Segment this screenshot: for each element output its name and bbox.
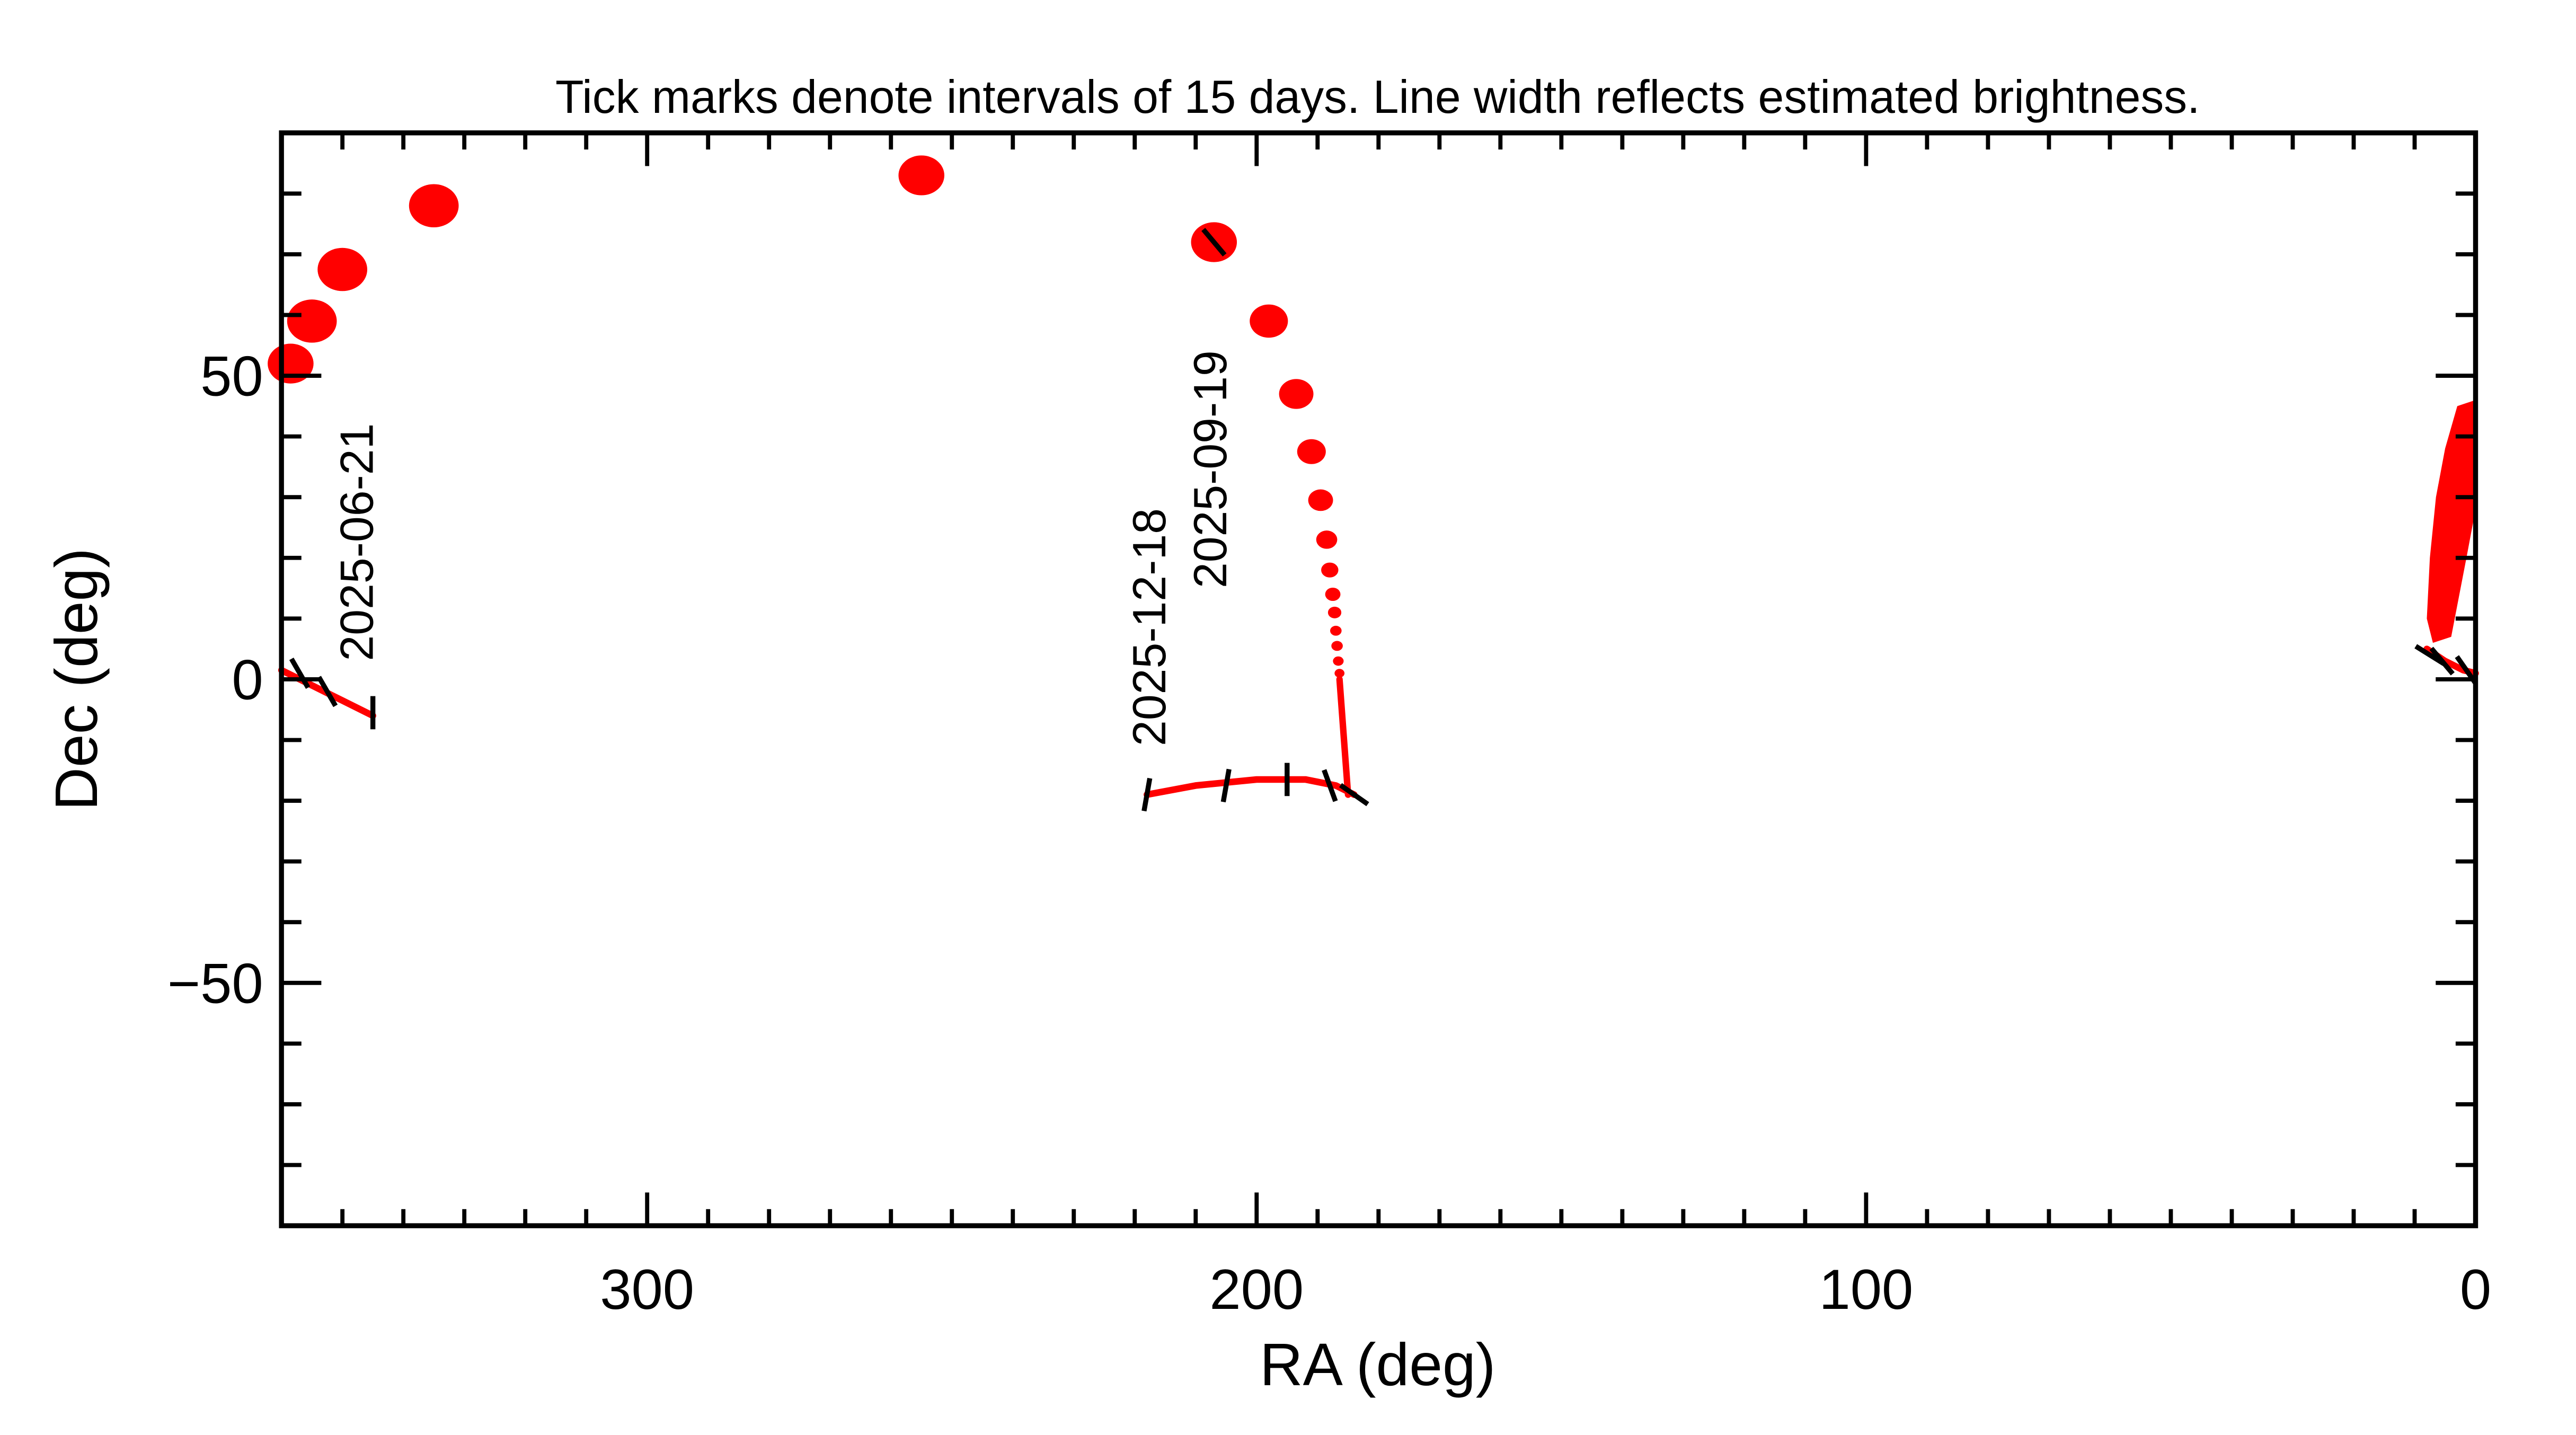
date-tick-mark <box>316 676 338 707</box>
date-tick-mark <box>289 657 311 689</box>
y-tick-label: −50 <box>167 952 263 1015</box>
date-tick-mark <box>1201 227 1227 257</box>
track-dot <box>1250 304 1288 338</box>
track-dot <box>287 299 337 343</box>
y-tick-label: 0 <box>232 649 263 712</box>
track-dot <box>409 184 459 227</box>
x-tick-label: 300 <box>600 1258 694 1321</box>
date-annotation: 2025-12-18 <box>1123 508 1175 746</box>
date-tick-mark <box>2429 646 2455 676</box>
x-tick-label: 200 <box>1209 1258 1304 1321</box>
x-tick-label: 100 <box>1819 1258 1914 1321</box>
track-dot <box>898 155 944 196</box>
date-tick-mark <box>1220 768 1232 803</box>
track-dot <box>1330 625 1342 636</box>
plot-frame <box>279 130 2478 1228</box>
track-line <box>1144 776 1358 798</box>
track-dot <box>1279 379 1314 409</box>
date-tick-mark <box>1141 777 1153 812</box>
date-annotation: 2025-06-21 <box>331 423 383 661</box>
x-axis-label: RA (deg) <box>1260 1331 1495 1398</box>
track-dense-segment <box>1336 676 1351 798</box>
date-tick-mark <box>1322 769 1338 802</box>
chart-title: Tick marks denote intervals of 15 days. … <box>555 71 2200 123</box>
track-dot <box>317 247 368 291</box>
track-dot <box>1325 587 1341 601</box>
track-dot <box>1308 489 1333 511</box>
track-dot <box>1331 641 1343 651</box>
date-annotation: 2025-09-19 <box>1184 350 1236 588</box>
track-dot <box>1333 656 1344 666</box>
y-tick-label: 50 <box>200 345 263 408</box>
track-dot <box>1321 562 1339 578</box>
bright-track-blob <box>2427 400 2476 643</box>
track-dot <box>1334 669 1345 678</box>
track-dot <box>1316 530 1338 549</box>
x-tick-label: 0 <box>2460 1258 2491 1321</box>
track-dot <box>1297 439 1326 464</box>
date-tick-mark <box>1339 783 1369 807</box>
y-axis-label: Dec (deg) <box>43 548 110 810</box>
track-dot <box>1327 606 1342 618</box>
